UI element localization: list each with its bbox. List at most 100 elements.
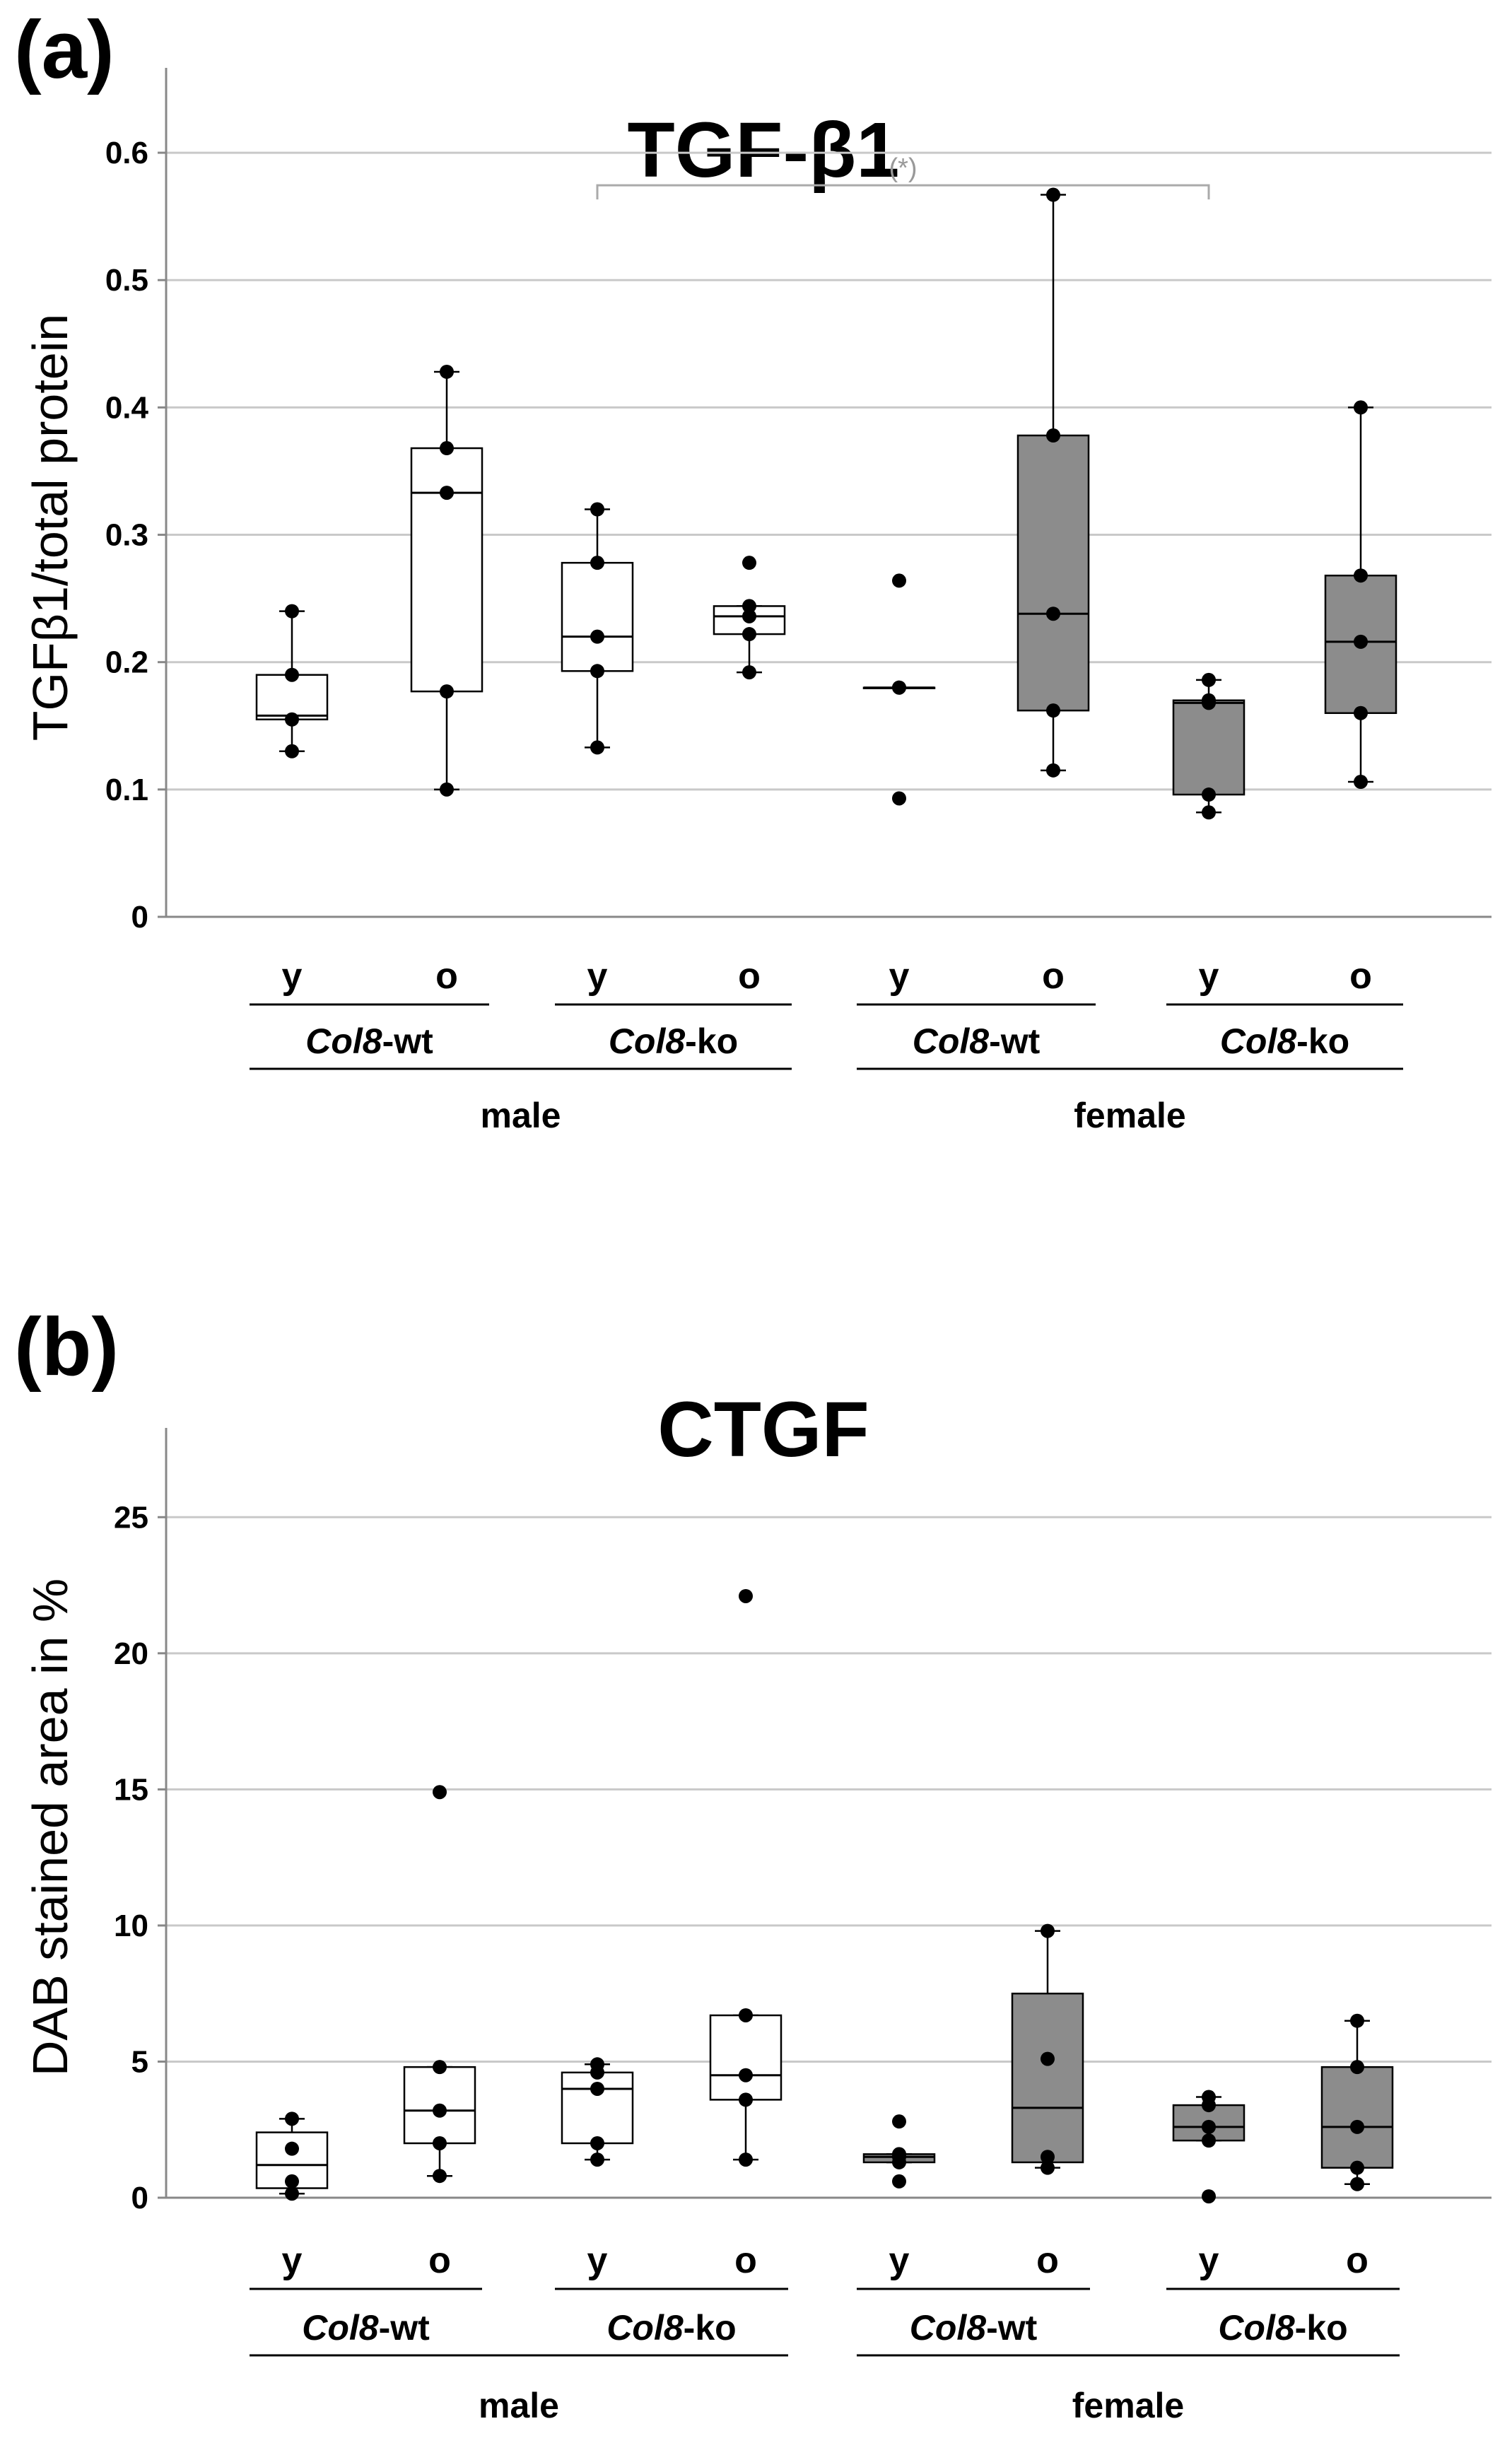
data-point [1041, 2051, 1055, 2066]
genotype-suffix: -ko [685, 1021, 738, 1061]
sex-group-label: male [481, 1096, 561, 1135]
data-point [739, 1588, 753, 1603]
data-point [1202, 2189, 1216, 2204]
box-body [1320, 2066, 1394, 2169]
data-point [285, 604, 299, 619]
data-point [742, 665, 756, 680]
box-male-col8-wt-o [403, 1785, 476, 2184]
data-point [433, 2169, 447, 2184]
data-point [739, 2092, 753, 2107]
genotype-suffix: -ko [1295, 2308, 1348, 2348]
genotype-prefix: Col8 [609, 1021, 686, 1061]
genotype-suffix: -wt [989, 1021, 1041, 1061]
sex-group-label: female [1072, 2386, 1184, 2425]
data-point [742, 627, 756, 642]
x-age-label: y [587, 956, 608, 997]
data-point [1202, 787, 1216, 802]
data-point [1350, 2119, 1364, 2134]
data-point [590, 502, 604, 517]
data-point [892, 2114, 906, 2129]
x-age-label: o [1042, 956, 1065, 997]
box-female-col8-wt-y [862, 2114, 936, 2189]
genotype-prefix: Col8 [1218, 2308, 1295, 2348]
data-point [739, 2008, 753, 2022]
chart-panel-b: (b) CTGF 0 5 10 15 20 25 DAB stained area in % y o… [14, 1301, 1492, 2425]
x-age-label: o [734, 2240, 757, 2281]
data-point [892, 573, 906, 588]
data-point [285, 2186, 299, 2201]
data-point [892, 2147, 906, 2162]
significance-bracket [596, 184, 1210, 200]
significance-label: (*) [889, 153, 917, 183]
genotype-suffix: -ko [1296, 1021, 1349, 1061]
box-male-col8-wt-o [410, 364, 484, 797]
data-point [892, 791, 906, 806]
data-point [742, 599, 756, 614]
y-axis-label: TGFβ1/total protein [23, 314, 78, 741]
genotype-prefix: Col8 [913, 1021, 990, 1061]
x-age-label: o [738, 956, 761, 997]
data-point [1202, 805, 1216, 820]
data-point [739, 2068, 753, 2082]
data-point [590, 664, 604, 679]
box-body [709, 2014, 783, 2101]
genotype-suffix: -wt [379, 2308, 430, 2348]
box-male-col8-ko-y [561, 2057, 634, 2167]
panel-label: (b) [14, 1301, 119, 1393]
data-point [440, 486, 454, 500]
x-age-label: o [435, 956, 458, 997]
box-male-col8-wt-y [255, 604, 329, 758]
box-male-col8-ko-y [561, 502, 634, 755]
data-point [1354, 634, 1368, 649]
data-point [433, 2136, 447, 2150]
genotype-group-label: Col8-wt [913, 1021, 1041, 1061]
data-point [892, 2174, 906, 2189]
x-age-label: o [1346, 2240, 1369, 2281]
box-body [1016, 434, 1090, 712]
box-body [1011, 1992, 1084, 2164]
data-point [892, 680, 906, 695]
data-point [285, 2141, 299, 2156]
box-female-col8-wt-o [1016, 187, 1090, 778]
x-age-label: y [889, 2240, 910, 2281]
data-point [1350, 2013, 1364, 2028]
data-point [590, 2081, 604, 2096]
data-point [440, 782, 454, 797]
data-point [1202, 2133, 1216, 2148]
y-tick-label: 0.1 [105, 773, 148, 807]
data-point [1354, 568, 1368, 583]
panel-label: (a) [14, 4, 115, 95]
data-point [1350, 2177, 1364, 2191]
x-age-label: y [889, 956, 910, 997]
sex-group-label: female [1074, 1096, 1185, 1135]
box-body [561, 561, 634, 672]
y-tick-label: 0.2 [105, 645, 148, 680]
y-tick-label: 0.4 [105, 390, 149, 425]
box-female-col8-ko-o [1324, 400, 1397, 790]
data-point [742, 609, 756, 623]
data-point [1354, 705, 1368, 720]
y-tick-label: 0 [131, 2181, 148, 2215]
box-male-col8-ko-o [713, 556, 786, 680]
genotype-group-label: Col8-ko [1220, 1021, 1349, 1061]
genotype-prefix: Col8 [1220, 1021, 1297, 1061]
data-point [1041, 2160, 1055, 2175]
genotype-suffix: -wt [986, 2308, 1038, 2348]
x-age-label: o [428, 2240, 451, 2281]
data-point [1202, 693, 1216, 708]
data-point [440, 441, 454, 456]
chart-panel-a: (a) TGF-β1 0 0.1 0.2 0.3 0.4 0.5 0.6 TGFβ1/total … [14, 4, 1492, 1135]
box-female-col8-ko-o [1320, 2013, 1394, 2191]
data-point [1202, 2119, 1216, 2134]
data-point [590, 2136, 604, 2150]
data-point [433, 2060, 447, 2075]
x-age-label: y [587, 2240, 608, 2281]
genotype-group-label: Col8-ko [609, 1021, 738, 1061]
data-point [440, 684, 454, 699]
box-body [1172, 699, 1246, 796]
data-point [1350, 2060, 1364, 2075]
data-point [285, 2111, 299, 2126]
data-point [1041, 1923, 1055, 1938]
y-tick-label: 20 [114, 1636, 148, 1671]
